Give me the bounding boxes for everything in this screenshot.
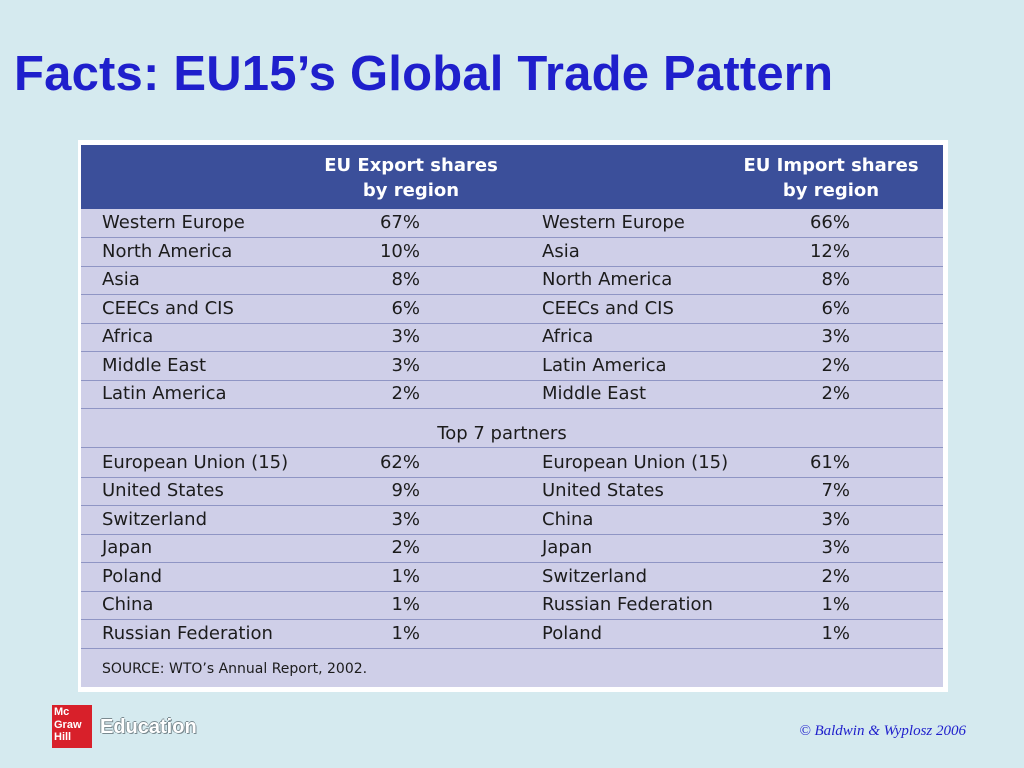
- copyright-note: © Baldwin & Wyplosz 2006: [799, 723, 966, 739]
- export-region-cell: North America: [102, 240, 233, 262]
- import-share-cell: 8%: [821, 269, 850, 290]
- import-region-cell: European Union (15): [542, 451, 729, 473]
- import-header: EU Import shares by region: [743, 155, 919, 201]
- import-region-cell: Middle East: [542, 383, 647, 404]
- import-share-cell: 2%: [821, 565, 850, 587]
- export-region-cell: European Union (15): [102, 451, 289, 473]
- import-region-cell: Poland: [542, 622, 603, 644]
- export-region-cell: Africa: [102, 326, 154, 347]
- export-region-cell: Russian Federation: [102, 622, 273, 644]
- export-header: EU Export shares by region: [324, 155, 498, 201]
- import-region-cell: United States: [542, 480, 664, 501]
- export-share-cell: 1%: [391, 565, 420, 587]
- import-share-cell: 1%: [821, 622, 850, 644]
- table-row: Japan 2% Japan 3%: [81, 534, 943, 563]
- table-row: North America 10% Asia 12%: [81, 238, 943, 267]
- export-share-cell: 3%: [391, 354, 420, 376]
- import-region-cell: Japan: [542, 537, 593, 558]
- trade-table: EU Export shares by region EU Import sha…: [78, 140, 948, 692]
- import-region-cell: Western Europe: [542, 212, 685, 233]
- source-note: SOURCE: WTO’s Annual Report, 2002.: [102, 661, 368, 677]
- table-header: EU Export shares by region EU Import sha…: [81, 145, 943, 209]
- export-share-cell: 2%: [391, 537, 420, 558]
- export-region-cell: China: [102, 594, 154, 615]
- export-region-cell: Western Europe: [102, 212, 245, 233]
- import-share-cell: 6%: [821, 297, 850, 319]
- table-row: European Union (15) 62% European Union (15…: [81, 449, 943, 478]
- import-region-cell: Russian Federation: [542, 594, 713, 615]
- export-region-cell: Switzerland: [102, 508, 207, 530]
- export-region-cell: Poland: [102, 565, 163, 587]
- table-row: Asia 8% North America 8%: [81, 266, 943, 295]
- import-region-cell: North America: [542, 269, 673, 290]
- table-row: Middle East 3% Latin America 2%: [81, 352, 943, 381]
- table-row: Africa 3% Africa 3%: [81, 323, 943, 352]
- import-region-cell: CEECs and CIS: [542, 297, 674, 319]
- table-row: Latin America 2% Middle East 2%: [81, 380, 943, 409]
- export-share-cell: 8%: [391, 269, 420, 290]
- table-row: United States 9% United States 7%: [81, 477, 943, 506]
- table-row: CEECs and CIS 6% CEECs and CIS 6%: [81, 295, 943, 324]
- import-share-cell: 7%: [821, 480, 850, 501]
- export-region-cell: Latin America: [102, 383, 227, 404]
- mcgraw-hill-logo: Mc Graw Hill: [52, 705, 92, 748]
- export-share-cell: 3%: [391, 326, 420, 347]
- export-region-cell: Japan: [102, 537, 153, 558]
- import-share-cell: 3%: [821, 326, 850, 347]
- import-share-cell: 3%: [821, 537, 850, 558]
- export-share-cell: 1%: [391, 622, 420, 644]
- import-share-cell: 12%: [809, 240, 850, 262]
- table-body: EU Export shares by region EU Import sha…: [81, 145, 943, 687]
- import-region-cell: Asia: [542, 240, 580, 262]
- export-share-cell: 3%: [391, 508, 420, 530]
- table-row: Poland 1% Switzerland 2%: [81, 563, 943, 592]
- table-row: Switzerland 3% China 3%: [81, 506, 943, 535]
- export-share-cell: 6%: [391, 297, 420, 319]
- export-share-cell: 9%: [391, 480, 420, 501]
- import-region-cell: Africa: [542, 326, 594, 347]
- import-region-cell: Latin America: [542, 354, 667, 376]
- export-region-cell: Middle East: [102, 354, 207, 376]
- table-row: Western Europe 67% Western Europe 66%: [81, 209, 943, 238]
- import-region-cell: China: [542, 508, 594, 530]
- partners-subheading: Top 7 partners: [81, 409, 943, 448]
- export-region-cell: CEECs and CIS: [102, 297, 234, 319]
- export-region-cell: Asia: [102, 269, 140, 290]
- import-share-cell: 3%: [821, 508, 850, 530]
- import-share-cell: 2%: [821, 383, 850, 404]
- export-share-cell: 10%: [379, 240, 420, 262]
- export-share-cell: 1%: [391, 594, 420, 615]
- import-share-cell: 1%: [821, 594, 850, 615]
- import-share-cell: 2%: [821, 354, 850, 376]
- education-wordmark: Education: [100, 716, 197, 738]
- export-share-cell: 67%: [379, 212, 420, 233]
- import-share-cell: 61%: [809, 451, 850, 473]
- import-share-cell: 66%: [809, 212, 850, 233]
- export-share-cell: 62%: [379, 451, 420, 473]
- table-row: Russian Federation 1% Poland 1%: [81, 620, 943, 649]
- import-region-cell: Switzerland: [542, 565, 647, 587]
- table-row: China 1% Russian Federation 1%: [81, 591, 943, 620]
- export-region-cell: United States: [102, 480, 224, 501]
- export-share-cell: 2%: [391, 383, 420, 404]
- slide-title: Facts: EU15’s Global Trade Pattern: [14, 47, 834, 101]
